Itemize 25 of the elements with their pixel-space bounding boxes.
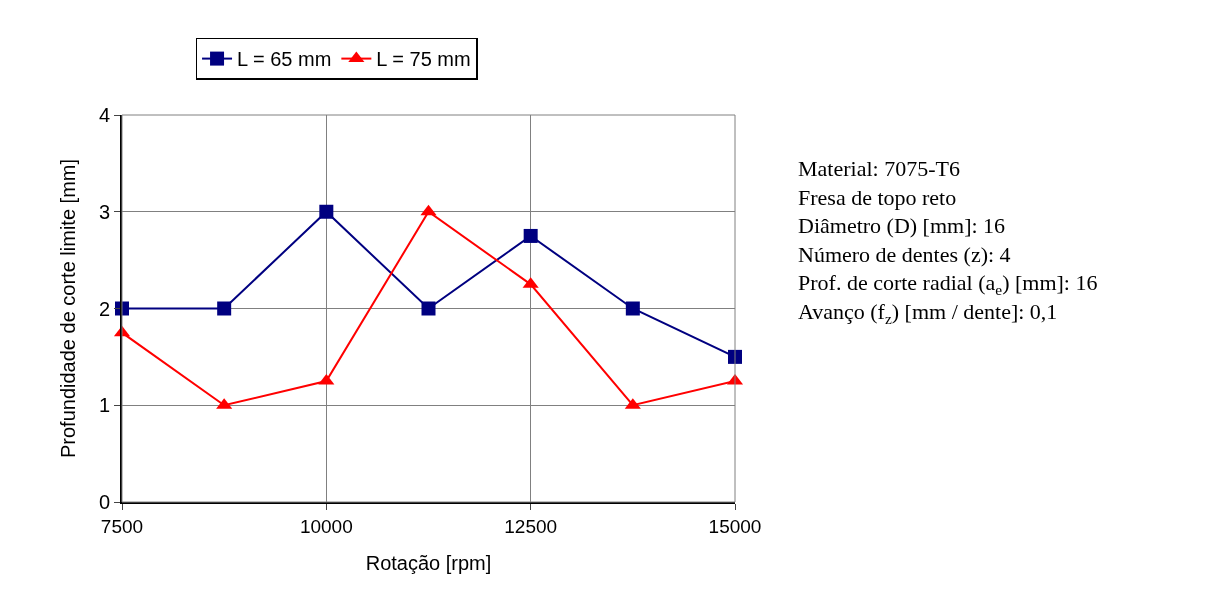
text: Prof. de corte radial (a$_{e}$) [mm]: 16: [798, 270, 1098, 299]
point: [319, 204, 334, 219]
y-tick-label: 2: [98, 297, 110, 320]
point: [420, 204, 437, 216]
point: [421, 301, 436, 316]
y-axis-title: Profundidade de corte limite [mm]: [56, 158, 79, 459]
x-tick-label: 10000: [299, 515, 353, 537]
text: Avanço (f$_{z}$) [mm / dente]: 0,1: [798, 299, 1058, 327]
x-tick-label: 12500: [504, 515, 558, 537]
y-tick-label: 0: [98, 491, 110, 513]
legend-label: L = 65 mm: [237, 48, 332, 71]
y-tick-label: 3: [98, 200, 110, 223]
text: Material: 7075-T6: [798, 156, 960, 181]
text: Número de dentes (z): 4: [798, 241, 1011, 267]
x-axis-title: Rotação [rpm]: [365, 551, 492, 574]
x-tick-label: 15000: [708, 515, 762, 537]
x-tick-label: 7500: [100, 515, 144, 537]
text: Diâmetro (D) [mm]: 16: [798, 213, 1006, 239]
text: Fresa de topo reto: [798, 184, 957, 210]
y-tick-label: 1: [98, 394, 110, 417]
point: [217, 301, 232, 316]
point: [523, 228, 538, 243]
point: [625, 301, 640, 316]
y-tick-label: 4: [98, 104, 110, 126]
legend-label: L = 75 mm: [376, 48, 471, 71]
